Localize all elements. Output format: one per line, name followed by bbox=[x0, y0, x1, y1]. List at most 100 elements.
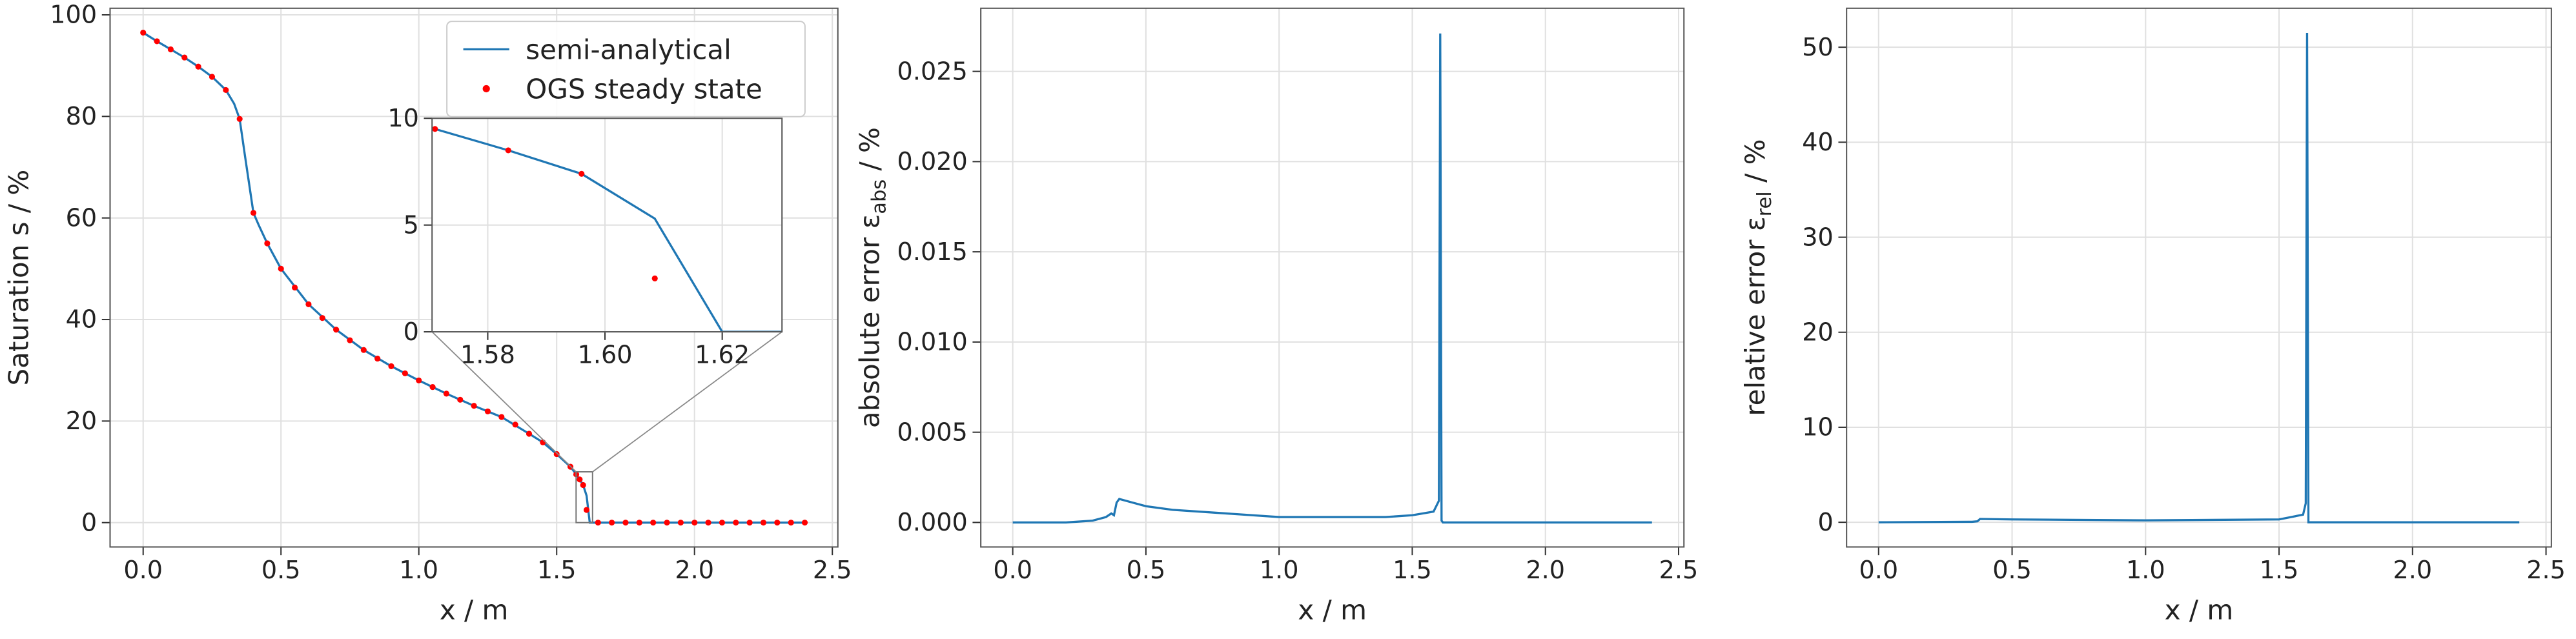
x-tick-label: 1.5 bbox=[537, 556, 577, 584]
inset-frame bbox=[431, 117, 783, 333]
data-point bbox=[705, 520, 711, 526]
data-point bbox=[432, 126, 438, 132]
y-label-subscript: abs bbox=[868, 179, 891, 214]
plot-area bbox=[432, 126, 782, 332]
y-tick-label: 0.000 bbox=[897, 508, 968, 536]
data-point bbox=[278, 265, 284, 272]
data-point bbox=[636, 520, 642, 526]
x-tick-label: 0.0 bbox=[1859, 556, 1898, 584]
x-tick-label: 2.0 bbox=[675, 556, 714, 584]
data-point bbox=[746, 520, 753, 526]
zoom-connector bbox=[592, 331, 782, 472]
x-tick-label: 0.0 bbox=[993, 556, 1032, 584]
data-point bbox=[733, 520, 739, 526]
data-point bbox=[209, 74, 216, 80]
legend-label: semi-analytical bbox=[526, 34, 731, 66]
data-point bbox=[498, 414, 505, 420]
y-tick-label: 80 bbox=[66, 102, 97, 130]
data-point bbox=[333, 327, 340, 333]
data-point bbox=[774, 520, 781, 526]
axes-frame bbox=[1846, 7, 2552, 548]
y-label-suffix: / % bbox=[854, 127, 885, 179]
plot-area bbox=[1878, 33, 2520, 523]
data-point bbox=[622, 520, 629, 526]
x-tick-label: 2.5 bbox=[2526, 556, 2566, 584]
x-tick-label: 1.58 bbox=[460, 340, 515, 369]
y-tick-label: 60 bbox=[66, 203, 97, 232]
y-tick-label: 0.020 bbox=[897, 147, 968, 176]
axes-frame bbox=[980, 7, 1685, 548]
data-point bbox=[347, 337, 353, 343]
x-tick-label: 2.5 bbox=[813, 556, 852, 584]
subplot: 0.0 0.5 1.0 1.5 2.0 2.5 0.000 0.005 0.010 0.015 0.… bbox=[854, 7, 1698, 625]
data-point bbox=[583, 507, 590, 513]
subplot: 0.0 0.5 1.0 1.5 2.0 2.5 0 10 20 30 40 50 x / m relati… bbox=[1739, 7, 2566, 625]
data-point bbox=[250, 210, 257, 216]
zoom-connector bbox=[431, 331, 577, 472]
plot-area bbox=[140, 29, 808, 526]
x-tick-label: 1.62 bbox=[695, 340, 750, 369]
data-line bbox=[432, 127, 782, 332]
data-point bbox=[577, 476, 583, 483]
data-point bbox=[512, 421, 518, 428]
data-point bbox=[691, 520, 698, 526]
y-label-text: absolute error ε bbox=[854, 214, 885, 428]
data-point bbox=[140, 29, 147, 36]
y-axis-label: Saturation s / % bbox=[3, 170, 34, 386]
data-point bbox=[578, 170, 585, 177]
legend: semi-analytical OGS steady state bbox=[446, 21, 806, 117]
x-tick-label: 1.0 bbox=[2126, 556, 2165, 584]
data-point bbox=[609, 520, 615, 526]
data-point bbox=[443, 391, 450, 397]
data-point bbox=[236, 116, 243, 122]
data-point bbox=[580, 482, 586, 489]
data-point bbox=[402, 370, 408, 376]
data-point bbox=[651, 275, 658, 281]
data-point bbox=[181, 54, 188, 61]
x-axis-label: x / m bbox=[440, 594, 509, 625]
x-axis-label: x / m bbox=[2165, 594, 2234, 625]
y-tick-label: 40 bbox=[66, 305, 97, 334]
y-tick-label: 0.015 bbox=[897, 238, 968, 266]
x-tick-label: 0.0 bbox=[123, 556, 163, 584]
x-tick-label: 1.5 bbox=[1393, 556, 1432, 584]
inset: 1.58 1.60 1.62 0 5 10 bbox=[387, 104, 783, 369]
data-point bbox=[416, 377, 422, 383]
y-axis-label: relative error εrel / % bbox=[1739, 139, 1776, 416]
data-point bbox=[195, 63, 201, 70]
data-point bbox=[595, 520, 601, 526]
zoom-region bbox=[575, 471, 593, 523]
y-tick-label: 20 bbox=[1802, 318, 1834, 346]
x-axis-label: x / m bbox=[1298, 594, 1367, 625]
y-tick-label: 0 bbox=[81, 508, 97, 536]
legend-box bbox=[446, 21, 806, 117]
y-tick-label: 100 bbox=[50, 1, 97, 29]
y-tick-label: 0.010 bbox=[897, 328, 968, 356]
data-point bbox=[788, 520, 794, 526]
data-point bbox=[457, 396, 464, 403]
y-label-text: relative error ε bbox=[1739, 216, 1771, 416]
x-tick-label: 1.60 bbox=[578, 340, 633, 369]
y-tick-label: 0.005 bbox=[897, 418, 968, 446]
data-point bbox=[801, 520, 808, 526]
y-tick-label: 30 bbox=[1802, 223, 1834, 251]
y-axis-label: absolute error εabs / % bbox=[854, 127, 890, 428]
data-point bbox=[167, 46, 174, 53]
x-tick-label: 1.0 bbox=[1260, 556, 1299, 584]
y-tick-label: 0 bbox=[404, 318, 419, 346]
x-tick-label: 0.5 bbox=[1992, 556, 2032, 584]
data-point bbox=[264, 240, 271, 247]
data-point bbox=[484, 408, 491, 414]
data-point bbox=[429, 384, 436, 391]
data-point bbox=[223, 86, 229, 94]
x-tick-label: 2.0 bbox=[2393, 556, 2432, 584]
data-point bbox=[291, 284, 298, 291]
data-line bbox=[1878, 33, 2520, 523]
y-tick-label: 40 bbox=[1802, 128, 1834, 156]
x-tick-label: 0.5 bbox=[261, 556, 301, 584]
legend-label: OGS steady state bbox=[526, 74, 762, 105]
y-tick-label: 10 bbox=[387, 104, 419, 132]
y-tick-label: 5 bbox=[404, 210, 419, 239]
data-point bbox=[760, 520, 767, 526]
y-tick-label: 20 bbox=[66, 407, 97, 435]
